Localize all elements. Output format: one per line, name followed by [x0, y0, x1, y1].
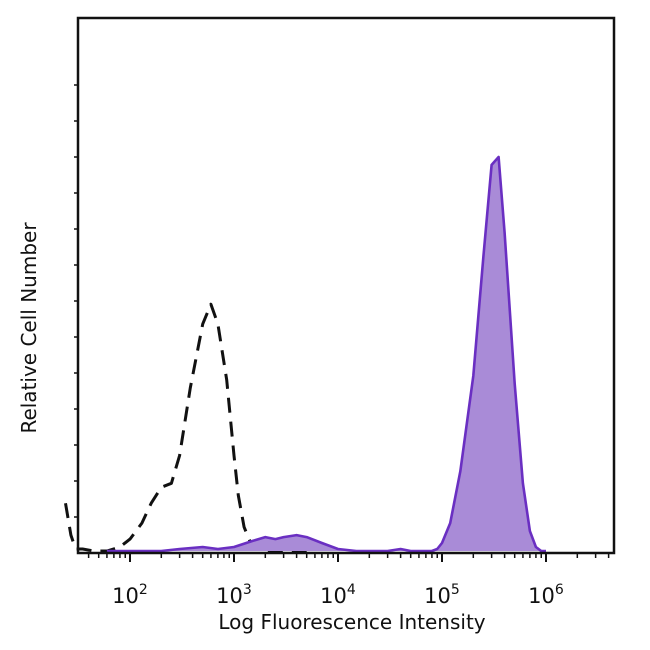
plot-frame [76, 16, 616, 555]
filled-series-area [106, 157, 547, 551]
filled-series-line [106, 155, 546, 553]
x-tick-label: 105 [424, 582, 460, 608]
x-axis-title: Log Fluorescence Intensity [218, 610, 485, 634]
x-tick-label: 103 [216, 582, 252, 608]
x-tick-label: 106 [528, 582, 564, 608]
dashed-series-line [64, 302, 307, 553]
x-tick-label: 102 [112, 582, 148, 608]
x-tick-label: 104 [320, 582, 356, 608]
y-axis-title: Relative Cell Number [17, 222, 41, 434]
